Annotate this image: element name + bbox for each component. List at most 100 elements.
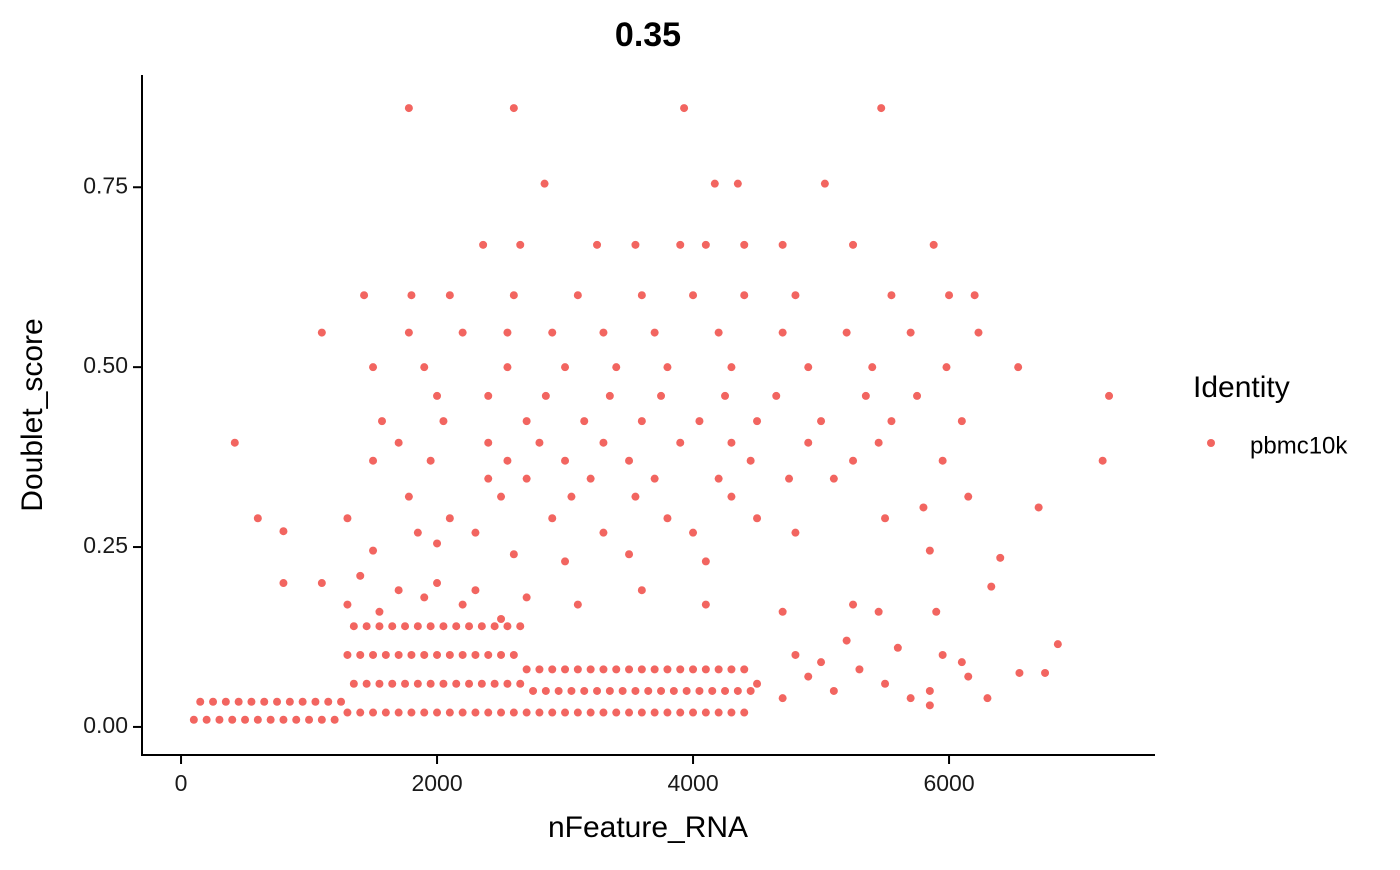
point xyxy=(479,240,488,249)
point xyxy=(631,240,640,249)
point xyxy=(650,708,659,717)
point xyxy=(919,503,928,512)
point xyxy=(420,593,429,602)
point xyxy=(753,417,762,426)
point xyxy=(535,708,544,717)
point xyxy=(721,686,730,695)
point xyxy=(791,291,800,300)
point xyxy=(695,417,704,426)
point xyxy=(561,363,570,372)
point xyxy=(465,622,474,631)
point xyxy=(356,571,365,580)
point xyxy=(535,438,544,447)
point xyxy=(497,650,506,659)
point xyxy=(877,104,886,113)
point xyxy=(439,622,448,631)
point xyxy=(1053,640,1062,649)
point xyxy=(285,697,294,706)
point xyxy=(817,658,826,667)
point xyxy=(548,328,557,337)
point xyxy=(503,456,512,465)
point xyxy=(676,665,685,674)
y-axis-title: Doublet_score xyxy=(16,318,49,511)
point xyxy=(714,474,723,483)
point xyxy=(778,240,787,249)
point xyxy=(599,528,608,537)
point xyxy=(942,363,951,372)
point xyxy=(541,686,550,695)
point xyxy=(849,240,858,249)
point xyxy=(573,600,582,609)
point xyxy=(1014,363,1023,372)
point xyxy=(445,650,454,659)
point xyxy=(215,715,224,724)
point xyxy=(375,607,384,616)
point xyxy=(529,686,538,695)
point xyxy=(855,665,864,674)
point xyxy=(196,697,205,706)
point xyxy=(407,291,416,300)
point xyxy=(791,650,800,659)
point xyxy=(599,708,608,717)
point xyxy=(625,550,634,559)
point xyxy=(317,328,326,337)
point xyxy=(497,708,506,717)
point xyxy=(881,679,890,688)
point xyxy=(586,474,595,483)
point xyxy=(369,456,378,465)
point xyxy=(618,686,627,695)
point xyxy=(644,686,653,695)
point xyxy=(631,492,640,501)
point xyxy=(599,328,608,337)
point xyxy=(433,708,442,717)
point xyxy=(535,665,544,674)
point xyxy=(932,607,941,616)
point xyxy=(433,579,442,588)
point xyxy=(324,697,333,706)
point xyxy=(509,708,518,717)
point xyxy=(279,715,288,724)
point xyxy=(708,686,717,695)
x-axis-title: nFeature_RNA xyxy=(548,811,748,844)
point xyxy=(637,586,646,595)
point xyxy=(471,586,480,595)
point xyxy=(378,417,387,426)
point xyxy=(516,622,525,631)
chart-title: 0.35 xyxy=(615,16,681,54)
point xyxy=(733,179,742,188)
point xyxy=(868,363,877,372)
point xyxy=(305,715,314,724)
point xyxy=(241,715,250,724)
point xyxy=(349,622,358,631)
point xyxy=(369,363,378,372)
point xyxy=(407,650,416,659)
point xyxy=(260,697,269,706)
legend-title: Identity xyxy=(1193,371,1290,404)
point xyxy=(445,514,454,523)
point xyxy=(727,665,736,674)
point xyxy=(497,615,506,623)
point xyxy=(625,708,634,717)
point xyxy=(426,456,435,465)
point xyxy=(714,708,723,717)
point xyxy=(804,672,813,681)
point xyxy=(740,240,749,249)
point xyxy=(637,291,646,300)
point xyxy=(631,686,640,695)
point xyxy=(433,650,442,659)
point xyxy=(375,679,384,688)
point xyxy=(561,456,570,465)
point xyxy=(420,363,429,372)
point xyxy=(938,650,947,659)
point xyxy=(465,679,474,688)
point xyxy=(292,715,301,724)
point xyxy=(548,708,557,717)
point xyxy=(637,665,646,674)
point xyxy=(394,438,403,447)
point xyxy=(964,672,973,681)
point xyxy=(573,708,582,717)
point xyxy=(753,679,762,688)
point xyxy=(541,391,550,400)
point xyxy=(247,697,256,706)
